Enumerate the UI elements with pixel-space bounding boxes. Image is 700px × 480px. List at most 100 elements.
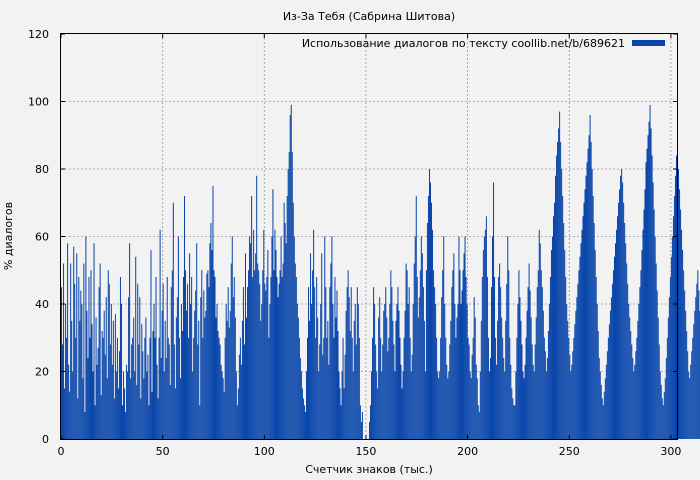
bar xyxy=(336,290,338,439)
bar xyxy=(140,398,142,439)
bar xyxy=(258,270,260,439)
bar xyxy=(379,297,381,439)
bar xyxy=(519,297,521,439)
bar xyxy=(563,223,565,439)
bar xyxy=(375,344,377,439)
bar xyxy=(580,243,582,439)
bar xyxy=(200,297,202,439)
bar xyxy=(210,223,212,439)
bar xyxy=(326,337,328,439)
x-tick-label: 200 xyxy=(457,445,478,458)
bar xyxy=(94,405,96,439)
bar xyxy=(176,297,178,439)
bar xyxy=(513,405,515,439)
bar xyxy=(287,169,289,439)
bar xyxy=(130,378,132,439)
bar xyxy=(340,405,342,439)
bar xyxy=(674,175,676,439)
bar xyxy=(546,358,548,439)
bar xyxy=(347,270,349,439)
bar xyxy=(137,283,139,439)
bar xyxy=(679,189,681,439)
bar xyxy=(541,287,543,439)
bar xyxy=(356,287,358,439)
bar xyxy=(190,304,192,439)
bar xyxy=(265,290,267,439)
bar xyxy=(678,169,680,439)
bar xyxy=(155,277,157,439)
bar xyxy=(626,263,628,439)
bar xyxy=(577,283,579,439)
bar xyxy=(81,304,83,439)
bar xyxy=(670,256,672,439)
bar xyxy=(683,270,685,439)
bar xyxy=(223,391,225,439)
bar xyxy=(688,371,690,439)
bar xyxy=(350,287,352,439)
bar xyxy=(435,304,437,439)
bar xyxy=(250,243,252,439)
bar xyxy=(74,283,76,439)
bar xyxy=(641,250,643,439)
bar xyxy=(690,364,692,439)
bar xyxy=(261,304,263,439)
bar xyxy=(597,331,599,439)
bar xyxy=(532,364,534,439)
bar xyxy=(123,371,125,439)
bar xyxy=(270,277,272,439)
bar xyxy=(217,331,219,439)
bar xyxy=(164,320,166,439)
bar xyxy=(242,287,244,439)
bar xyxy=(698,290,700,439)
bar xyxy=(320,304,322,439)
bar xyxy=(414,236,416,439)
bar xyxy=(621,169,623,439)
bar xyxy=(658,344,660,439)
bar xyxy=(576,297,578,439)
bar xyxy=(329,287,331,439)
bar xyxy=(404,310,406,439)
x-tick-label: 250 xyxy=(559,445,580,458)
bar xyxy=(686,331,688,439)
bar xyxy=(144,337,146,439)
bar xyxy=(470,378,472,439)
bar xyxy=(452,270,454,439)
bar xyxy=(606,351,608,439)
bar xyxy=(334,277,336,439)
bar xyxy=(243,344,245,439)
bar xyxy=(469,371,471,439)
bar xyxy=(586,162,588,439)
legend: Использование диалогов по тексту coollib… xyxy=(302,37,665,50)
bar xyxy=(89,337,91,439)
bar xyxy=(131,344,133,439)
bar xyxy=(129,243,131,439)
bar xyxy=(330,263,332,439)
bar xyxy=(607,337,609,439)
bar xyxy=(637,320,639,439)
bar xyxy=(267,250,269,439)
bar xyxy=(233,277,235,439)
bar xyxy=(579,256,581,439)
bar xyxy=(232,297,234,439)
bar xyxy=(65,304,67,439)
x-tick-label: 300 xyxy=(660,445,681,458)
bar xyxy=(584,189,586,439)
bar xyxy=(169,385,171,439)
bar xyxy=(150,250,152,439)
bar xyxy=(79,320,81,439)
bar xyxy=(86,310,88,439)
bar xyxy=(153,304,155,439)
bar xyxy=(219,344,221,439)
bar xyxy=(215,317,217,439)
bar xyxy=(681,229,683,439)
bar xyxy=(211,250,213,439)
bar xyxy=(582,216,584,439)
bar xyxy=(693,324,695,439)
bar xyxy=(248,270,250,439)
bar xyxy=(392,320,394,439)
bar xyxy=(318,371,320,439)
bar xyxy=(653,209,655,439)
bar xyxy=(69,391,71,439)
bar xyxy=(684,290,686,439)
bar xyxy=(685,310,687,439)
